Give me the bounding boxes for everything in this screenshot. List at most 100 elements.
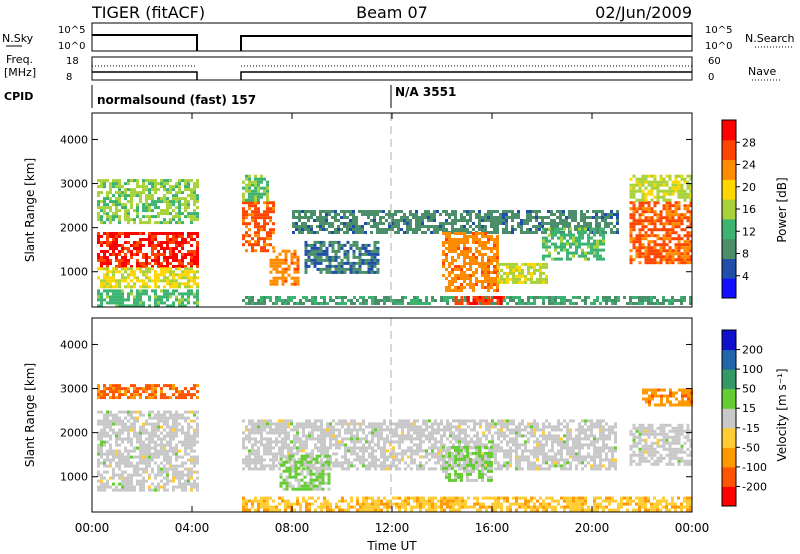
power-echo-cell	[245, 249, 248, 253]
power-echo-cell	[346, 258, 350, 262]
velocity-echo-cell	[169, 387, 172, 391]
power-echo-cell	[500, 262, 503, 266]
power-echo-cell	[257, 222, 260, 226]
power-echo-cell	[662, 183, 666, 187]
power-echo-cell	[466, 277, 469, 280]
power-echo-cell	[517, 222, 520, 225]
velocity-echo-cell	[428, 458, 431, 462]
velocity-echo-cell	[413, 428, 416, 432]
power-echo-cell	[163, 285, 166, 289]
power-echo-cell	[160, 182, 163, 186]
velocity-echo-cell	[278, 425, 281, 429]
power-echo-cell	[632, 204, 636, 208]
velocity-echo-cell	[142, 446, 145, 450]
velocity-echo-cell	[154, 455, 157, 459]
velocity-echo-cell	[392, 440, 395, 444]
power-echo-cell	[472, 222, 475, 225]
power-echo-cell	[419, 299, 422, 302]
power-echo-cell	[166, 232, 169, 235]
power-echo-cell	[260, 186, 263, 190]
velocity-echo-cell	[350, 419, 353, 423]
velocity-echo-cell	[278, 446, 281, 450]
power-echo-cell	[178, 232, 181, 235]
power-echo-cell	[689, 177, 693, 181]
velocity-echo-cell	[392, 452, 395, 456]
velocity-echo-cell	[437, 449, 440, 453]
power-echo-cell	[337, 249, 341, 253]
power-echo-cell	[635, 222, 639, 226]
power-echo-cell	[166, 262, 169, 265]
power-echo-cell	[571, 216, 574, 219]
power-echo-cell	[445, 253, 448, 256]
velocity-echo-cell	[320, 437, 323, 441]
velocity-echo-cell	[124, 485, 127, 489]
power-echo-cell	[671, 249, 675, 253]
power-echo-cell	[275, 276, 279, 280]
velocity-echo-cell	[103, 393, 106, 397]
power-echo-cell	[121, 191, 124, 195]
power-echo-cell	[193, 250, 196, 253]
velocity-echo-cell	[335, 461, 338, 465]
power-echo-cell	[193, 238, 196, 241]
power-echo-cell	[463, 241, 466, 244]
power-echo-cell	[386, 296, 389, 299]
velocity-echo-cell	[169, 479, 172, 483]
power-echo-cell	[457, 228, 460, 231]
power-echo-cell	[349, 270, 353, 274]
power-echo-cell	[454, 289, 457, 292]
power-echo-cell	[659, 183, 663, 187]
power-echo-cell	[352, 216, 355, 219]
velocity-echo-cell	[112, 467, 115, 471]
power-echo-cell	[263, 210, 266, 214]
velocity-echo-cell	[100, 443, 103, 447]
velocity-echo-cell	[254, 449, 257, 453]
velocity-echo-cell	[398, 419, 401, 423]
velocity-echo-cell	[118, 437, 121, 441]
power-echo-cell	[536, 280, 539, 284]
power-echo-cell	[481, 286, 484, 289]
power-echo-cell	[157, 188, 160, 192]
power-echo-cell	[160, 209, 163, 213]
power-echo-cell	[169, 247, 172, 250]
velocity-echo-cell	[374, 425, 377, 429]
power-echo-cell	[310, 252, 314, 256]
power-echo-cell	[266, 213, 269, 217]
velocity-echo-cell	[263, 437, 266, 441]
power-echo-cell	[178, 235, 181, 238]
power-echo-cell	[659, 252, 663, 256]
power-echo-cell	[502, 222, 505, 225]
velocity-echo-cell	[368, 467, 371, 471]
power-echo-cell	[610, 216, 613, 219]
velocity-echo-cell	[190, 446, 193, 450]
velocity-echo-cell	[356, 446, 359, 450]
velocity-echo-cell	[160, 470, 163, 474]
power-echo-cell	[460, 241, 463, 244]
power-echo-cell	[352, 213, 355, 216]
power-echo-cell	[181, 265, 184, 268]
velocity-echo-cell	[133, 434, 136, 438]
velocity-echo-cell	[124, 393, 127, 397]
velocity-echo-cell	[175, 443, 178, 447]
power-echo-cell	[178, 285, 181, 289]
power-echo-cell	[196, 212, 199, 216]
power-echo-cell	[272, 231, 275, 235]
power-echo-cell	[118, 262, 121, 265]
velocity-echo-cell	[181, 464, 184, 468]
velocity-echo-cell	[281, 443, 284, 447]
power-echo-cell	[290, 255, 294, 259]
power-echo-cell	[367, 267, 371, 271]
velocity-echo-cell	[109, 461, 112, 465]
velocity-echo-cell	[148, 440, 151, 444]
power-echo-cell	[266, 183, 269, 187]
power-echo-cell	[527, 299, 530, 302]
power-echo-cell	[493, 247, 496, 250]
power-echo-cell	[275, 282, 279, 286]
power-echo-cell	[190, 279, 193, 283]
velocity-echo-cell	[175, 396, 178, 400]
velocity-echo-cell	[266, 440, 269, 444]
power-echo-cell	[442, 253, 445, 256]
power-echo-cell	[490, 222, 493, 225]
power-echo-cell	[118, 179, 121, 183]
power-echo-cell	[647, 234, 651, 238]
power-echo-cell	[193, 292, 196, 296]
